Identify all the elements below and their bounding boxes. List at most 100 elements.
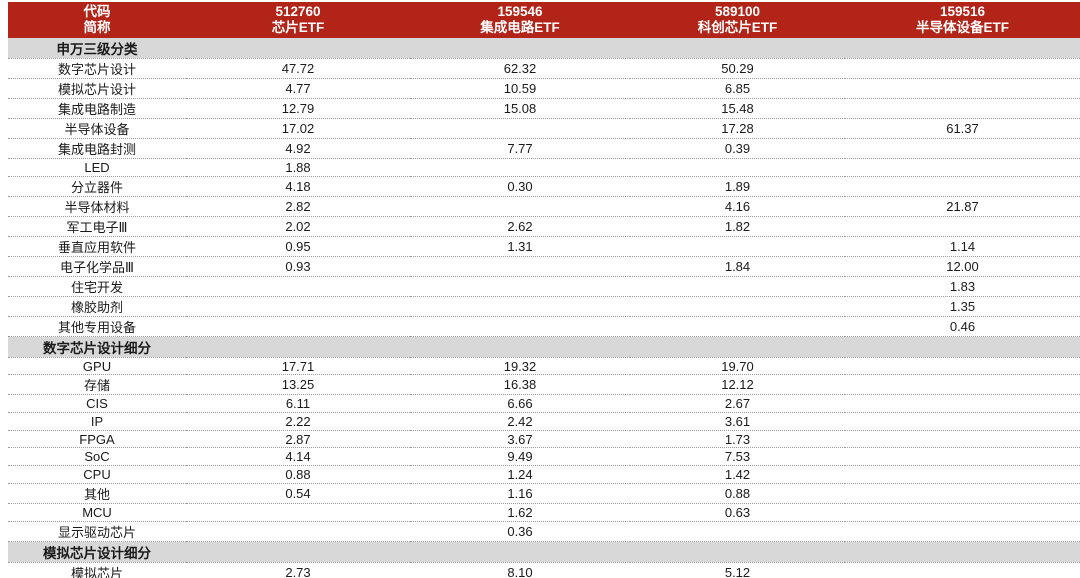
header-cell-fund-159516: 159516 半导体设备ETF (845, 2, 1080, 38)
table-row: 其他专用设备 0.46 (8, 316, 1080, 337)
fund-name: 半导体设备ETF (916, 20, 1009, 35)
row-label: MCU (8, 503, 186, 522)
table-body: 申万三级分类 数字芯片设计 47.72 62.32 50.29 模拟芯片设计 4.77 10.… (8, 38, 1080, 578)
row-value: 4.18 (186, 176, 410, 197)
row-label: 存储 (8, 374, 186, 396)
row-value: 8.10 (410, 562, 630, 578)
row-value: 1.14 (845, 236, 1080, 257)
row-value (845, 98, 1080, 119)
section-header-row: 数字芯片设计细分 (8, 336, 1080, 358)
row-value (845, 357, 1080, 376)
header-cell-fund-159546: 159546 集成电路ETF (410, 2, 630, 38)
row-value (845, 465, 1080, 484)
row-value: 62.32 (410, 58, 630, 79)
table-header: 代码 简称 512760 芯片ETF 159546 集成电路ETF 589100… (8, 2, 1080, 38)
row-value: 4.77 (186, 78, 410, 99)
section-title: 模拟芯片设计细分 (8, 541, 186, 563)
row-label: 半导体材料 (8, 196, 186, 217)
fund-name: 科创芯片ETF (697, 20, 778, 35)
row-value: 15.08 (410, 98, 630, 119)
row-value: 2.82 (186, 196, 410, 217)
table-row: FPGA 2.87 3.67 1.73 (8, 430, 1080, 449)
row-value (410, 196, 630, 217)
row-value: 3.61 (630, 412, 845, 431)
row-value: 4.14 (186, 447, 410, 467)
row-value (186, 316, 410, 337)
row-value: 0.95 (186, 236, 410, 257)
row-value: 6.85 (630, 78, 845, 99)
row-label: 集成电路制造 (8, 98, 186, 119)
row-value: 0.30 (410, 176, 630, 197)
table-row: CIS 6.11 6.66 2.67 (8, 394, 1080, 414)
section-empty-cell (186, 336, 410, 358)
section-empty-cell (410, 541, 630, 563)
row-label: 电子化学品Ⅲ (8, 256, 186, 277)
row-label: 其他 (8, 483, 186, 504)
row-value: 0.36 (410, 521, 630, 542)
row-label: 垂直应用软件 (8, 236, 186, 257)
header-cell-fund-512760: 512760 芯片ETF (186, 2, 410, 38)
section-title: 数字芯片设计细分 (8, 336, 186, 358)
row-label: 模拟芯片设计 (8, 78, 186, 99)
header-code-label: 代码 (83, 4, 111, 19)
row-value: 0.88 (186, 465, 410, 484)
row-value (410, 158, 630, 177)
row-value (845, 447, 1080, 467)
row-label: 橡胶助剂 (8, 296, 186, 317)
row-value (845, 58, 1080, 79)
row-value: 17.02 (186, 118, 410, 139)
table-row: 集成电路封测 4.92 7.77 0.39 (8, 138, 1080, 159)
table-row: 分立器件 4.18 0.30 1.89 (8, 176, 1080, 197)
header-name-label: 简称 (83, 20, 111, 35)
row-value: 7.77 (410, 138, 630, 159)
row-value (630, 316, 845, 337)
row-value (630, 158, 845, 177)
row-value (410, 316, 630, 337)
row-value: 1.82 (630, 216, 845, 237)
row-value (845, 503, 1080, 522)
row-value: 10.59 (410, 78, 630, 99)
row-value (845, 176, 1080, 197)
row-value (845, 138, 1080, 159)
fund-name: 集成电路ETF (480, 20, 560, 35)
row-value: 21.87 (845, 196, 1080, 217)
row-value (845, 394, 1080, 414)
row-value (186, 521, 410, 542)
row-label: 模拟芯片 (8, 562, 186, 578)
section-title: 申万三级分类 (8, 38, 186, 59)
row-label: 住宅开发 (8, 276, 186, 297)
table-row: 数字芯片设计 47.72 62.32 50.29 (8, 58, 1080, 79)
row-value (630, 521, 845, 542)
row-value: 12.00 (845, 256, 1080, 277)
row-value: 1.88 (186, 158, 410, 177)
row-label: GPU (8, 357, 186, 376)
row-label: CIS (8, 394, 186, 414)
row-value: 47.72 (186, 58, 410, 79)
row-value: 0.39 (630, 138, 845, 159)
fund-code: 159546 (497, 4, 543, 19)
row-value: 2.02 (186, 216, 410, 237)
row-value: 1.42 (630, 465, 845, 484)
etf-industry-weight-table: 代码 简称 512760 芯片ETF 159546 集成电路ETF 589100… (8, 2, 1080, 578)
row-value: 1.73 (630, 430, 845, 449)
row-value: 19.70 (630, 357, 845, 376)
table-row: CPU 0.88 1.24 1.42 (8, 465, 1080, 484)
fund-name: 芯片ETF (271, 20, 325, 35)
row-value: 1.16 (410, 483, 630, 504)
row-value (630, 296, 845, 317)
row-value (845, 158, 1080, 177)
row-value: 2.73 (186, 562, 410, 578)
header-cell-code-name: 代码 简称 (8, 2, 186, 38)
table-row: 军工电子Ⅲ 2.02 2.62 1.82 (8, 216, 1080, 237)
row-value (186, 276, 410, 297)
row-label: 军工电子Ⅲ (8, 216, 186, 237)
row-value: 1.84 (630, 256, 845, 277)
row-value: 4.16 (630, 196, 845, 217)
row-value (845, 483, 1080, 504)
section-empty-cell (410, 38, 630, 59)
table-row: 电子化学品Ⅲ 0.93 1.84 12.00 (8, 256, 1080, 277)
row-value: 2.87 (186, 430, 410, 449)
row-value: 2.22 (186, 412, 410, 431)
row-label: CPU (8, 465, 186, 484)
